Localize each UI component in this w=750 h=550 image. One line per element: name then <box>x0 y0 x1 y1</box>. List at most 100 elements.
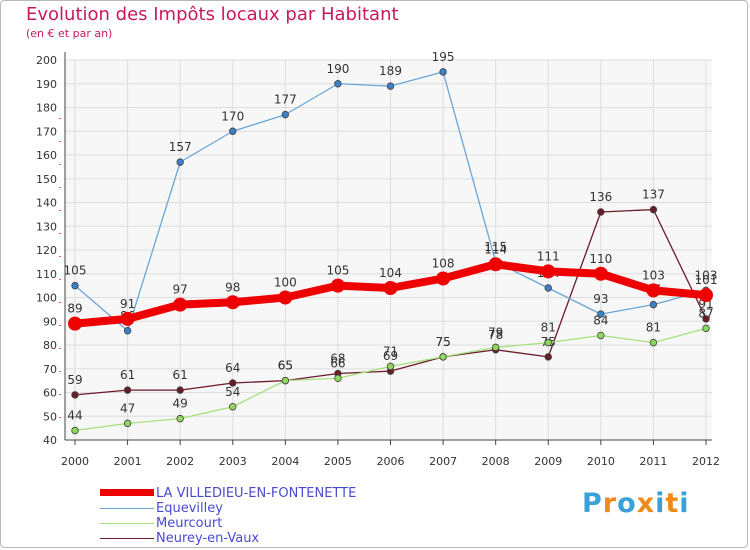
data-point <box>281 110 290 119</box>
data-point <box>334 80 342 88</box>
data-label: 81 <box>541 321 556 335</box>
y-tick-label: 120 <box>36 244 57 257</box>
y-tick-label: 90 <box>43 315 57 328</box>
x-tick-label: 2002 <box>166 455 194 468</box>
data-point <box>123 327 132 335</box>
y-tick-label: 130 <box>36 220 57 233</box>
data-label: 195 <box>432 50 455 64</box>
data-label: 66 <box>330 356 345 370</box>
data-label: 49 <box>173 397 188 411</box>
data-point <box>544 284 552 292</box>
data-label: 100 <box>274 276 297 290</box>
y-tick-label: 70 <box>43 363 57 376</box>
x-tick-label: 2008 <box>482 455 510 468</box>
logo-letter: x <box>636 488 656 519</box>
data-point <box>383 281 398 295</box>
x-tick-label: 2010 <box>587 455 615 468</box>
data-label: 104 <box>379 266 402 280</box>
proxiti-logo: Proxiti <box>582 488 690 519</box>
data-point <box>120 311 135 326</box>
data-label: 93 <box>593 292 608 306</box>
data-point <box>593 266 608 281</box>
data-label: 105 <box>64 264 87 278</box>
y-tick-label: 50 <box>43 410 57 423</box>
data-label: 190 <box>326 62 349 76</box>
data-point <box>646 283 661 298</box>
logo-letter: i <box>679 488 690 519</box>
legend-label-meurcourt: Meurcourt <box>156 516 223 531</box>
y-tick-label: 170 <box>36 125 57 138</box>
legend-item-villedieu: LA VILLEDIEU-EN-FONTENETTE <box>100 486 420 501</box>
data-label: 47 <box>120 401 135 415</box>
logo-letter: o <box>617 488 637 519</box>
x-tick-label: 2001 <box>114 455 142 468</box>
y-tick-label: 60 <box>43 387 57 400</box>
data-point <box>330 278 345 293</box>
x-tick-label: 2005 <box>324 455 352 468</box>
y-tick-label: 150 <box>36 173 57 186</box>
data-label: 84 <box>593 314 608 328</box>
data-label: 68 <box>330 352 345 366</box>
x-tick-label: 2006 <box>377 455 405 468</box>
data-label: 101 <box>695 273 718 287</box>
y-tick-label: 140 <box>36 197 57 210</box>
data-label: 103 <box>695 268 718 282</box>
data-point <box>702 315 710 323</box>
data-label: 65 <box>278 359 293 373</box>
y-tick-label: 110 <box>36 268 57 281</box>
data-point <box>649 300 658 309</box>
data-label: 111 <box>537 249 560 263</box>
data-point <box>281 376 290 385</box>
chart-title: Evolution des Impôts locaux par Habitant <box>26 4 399 25</box>
data-point <box>597 310 605 318</box>
data-point <box>71 426 79 435</box>
data-label: 170 <box>221 109 244 123</box>
data-point <box>544 353 552 361</box>
data-label: 61 <box>120 368 135 382</box>
data-point <box>68 316 82 331</box>
data-label: 75 <box>435 335 450 349</box>
legend-item-neurey: Neurey-en-Vaux <box>100 531 420 546</box>
data-point <box>386 362 395 371</box>
data-point <box>71 281 79 290</box>
data-point <box>176 414 184 423</box>
data-label: 71 <box>383 344 398 358</box>
legend-label-neurey: Neurey-en-Vaux <box>156 531 260 546</box>
data-label: 89 <box>67 302 82 316</box>
data-label: 189 <box>379 64 402 78</box>
legend-swatch-neurey <box>100 538 154 539</box>
data-point <box>334 374 342 382</box>
legend-label-equevilley: Equevilley <box>156 501 223 516</box>
data-point <box>123 386 132 394</box>
y-tick-label: 190 <box>36 78 57 91</box>
data-point <box>541 264 556 279</box>
data-label: 115 <box>484 240 507 254</box>
data-point <box>229 379 237 387</box>
data-point <box>597 208 605 216</box>
logo-letter: i <box>655 488 666 519</box>
data-label: 103 <box>642 268 665 282</box>
logo-letter: P <box>582 488 603 519</box>
data-point <box>439 68 447 76</box>
data-label: 81 <box>646 321 661 335</box>
data-point <box>123 419 132 428</box>
legend-item-equevilley: Equevilley <box>100 501 420 516</box>
legend-swatch-meurcourt <box>100 523 154 524</box>
data-label: 91 <box>120 297 135 311</box>
chart-legend: LA VILLEDIEU-EN-FONTENETTE Equevilley Me… <box>100 486 420 546</box>
y-tick-label: 180 <box>36 102 57 115</box>
data-label: 78 <box>488 328 503 342</box>
y-tick-label: 80 <box>43 339 57 352</box>
x-tick-label: 2007 <box>429 455 457 468</box>
data-label: 87 <box>698 306 713 320</box>
data-point <box>436 271 451 286</box>
data-label: 79 <box>488 325 503 339</box>
legend-swatch-equevilley <box>100 508 154 509</box>
data-label: 110 <box>589 252 612 266</box>
data-point <box>491 343 500 352</box>
data-label: 105 <box>326 264 349 278</box>
data-point <box>439 353 447 361</box>
data-point <box>649 205 658 214</box>
data-label: 75 <box>435 335 450 349</box>
